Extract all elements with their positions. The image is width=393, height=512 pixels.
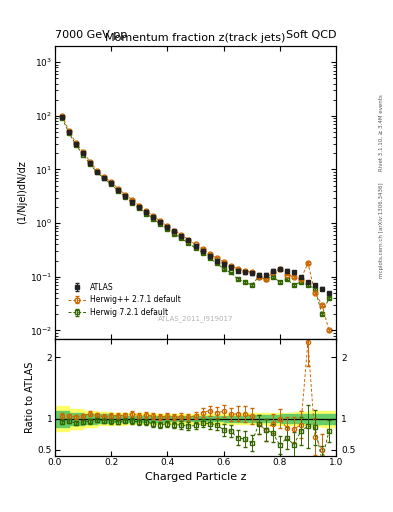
Legend: ATLAS, Herwig++ 2.7.1 default, Herwig 7.2.1 default: ATLAS, Herwig++ 2.7.1 default, Herwig 7.…	[64, 280, 184, 320]
Text: ATLAS_2011_I919017: ATLAS_2011_I919017	[158, 315, 233, 322]
Text: Rivet 3.1.10, ≥ 3.4M events: Rivet 3.1.10, ≥ 3.4M events	[379, 95, 384, 172]
Text: 7000 GeV pp: 7000 GeV pp	[55, 30, 127, 40]
Title: Momentum fraction z(track jets): Momentum fraction z(track jets)	[105, 33, 286, 42]
Y-axis label: Ratio to ATLAS: Ratio to ATLAS	[25, 361, 35, 433]
X-axis label: Charged Particle z: Charged Particle z	[145, 472, 246, 482]
Text: Soft QCD: Soft QCD	[286, 30, 336, 40]
Y-axis label: (1/Njel)dN/dz: (1/Njel)dN/dz	[17, 160, 27, 224]
Text: mcplots.cern.ch [arXiv:1306.3436]: mcplots.cern.ch [arXiv:1306.3436]	[379, 183, 384, 278]
